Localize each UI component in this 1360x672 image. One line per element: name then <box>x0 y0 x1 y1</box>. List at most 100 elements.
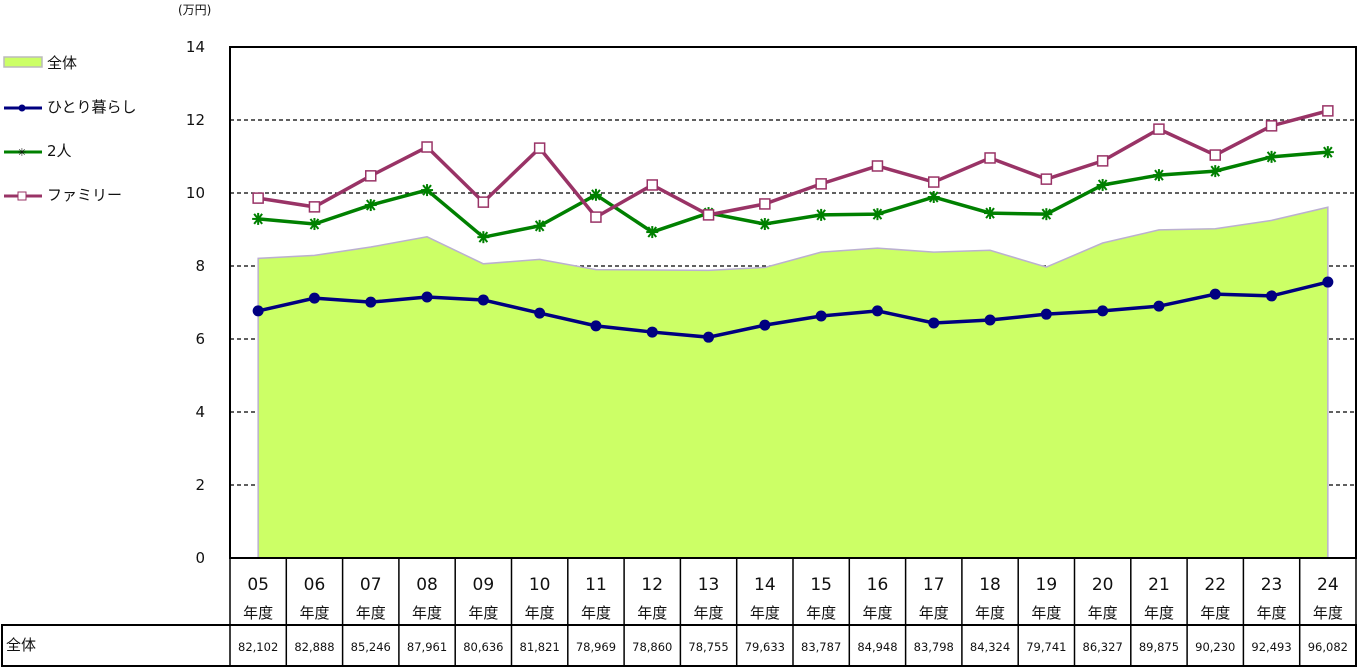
legend-swatch <box>3 56 43 68</box>
data-point <box>590 211 602 223</box>
table-cell: 81,821 <box>520 640 560 654</box>
data-point <box>421 184 434 197</box>
data-point <box>589 188 602 201</box>
x-tick-label: 14 <box>754 575 776 595</box>
x-tick-label: 15 <box>810 575 832 595</box>
data-point <box>646 326 658 338</box>
x-tick-label: 07 <box>360 575 382 595</box>
table-cell: 92,493 <box>1251 640 1291 654</box>
x-tick-suffix: 年度 <box>919 604 949 622</box>
data-point <box>815 178 827 190</box>
legend-label: 全体 <box>47 54 77 72</box>
legend-label: ひとり暮らし <box>47 98 137 116</box>
data-point <box>871 208 884 221</box>
data-point <box>252 192 264 204</box>
x-tick-label: 13 <box>698 575 720 595</box>
data-point <box>1265 120 1278 132</box>
x-tick-suffix: 年度 <box>806 604 836 622</box>
data-point <box>477 196 490 208</box>
y-tick-label: 12 <box>186 111 205 129</box>
y-tick-label: 2 <box>195 476 205 494</box>
table-cell: 80,636 <box>463 640 503 654</box>
table-cell: 82,102 <box>238 640 278 654</box>
data-point <box>365 296 377 308</box>
table-cell: 90,230 <box>1195 640 1235 654</box>
x-tick-suffix: 年度 <box>243 604 273 622</box>
series-line <box>257 150 1328 240</box>
data-point <box>703 331 715 343</box>
data-point <box>308 292 320 304</box>
data-point <box>533 219 546 232</box>
data-point <box>365 170 377 182</box>
table-cell: 84,948 <box>857 640 897 654</box>
x-tick-label: 17 <box>923 575 945 595</box>
table-cell: 78,755 <box>688 640 728 654</box>
data-point <box>1040 308 1052 320</box>
table-cell: 79,741 <box>1026 640 1066 654</box>
data-point <box>1152 169 1165 182</box>
data-point <box>1209 288 1221 300</box>
table-row-label: 全体 <box>6 636 36 654</box>
data-point <box>364 199 377 212</box>
data-point <box>1322 276 1334 288</box>
x-tick-suffix: 年度 <box>1200 604 1230 622</box>
table-cell: 84,324 <box>970 640 1010 654</box>
table-cell: 83,798 <box>914 640 954 654</box>
x-tick-label: 10 <box>529 575 551 595</box>
area-overall <box>257 206 1329 559</box>
x-tick-label: 23 <box>1261 575 1283 595</box>
x-tick-suffix: 年度 <box>1257 604 1287 622</box>
data-table: 全体 05 年度 82,102 06 年度 82,888 07 年度 85,246 08 年度 87,9… <box>1 557 1357 667</box>
data-point <box>590 320 602 332</box>
data-point <box>421 291 433 303</box>
data-point <box>534 307 546 319</box>
data-point <box>984 152 996 164</box>
data-point <box>871 160 884 172</box>
data-point <box>815 208 828 221</box>
data-point <box>1153 300 1165 312</box>
data-point <box>702 209 715 221</box>
data-point <box>1322 105 1334 117</box>
x-tick-suffix: 年度 <box>1088 604 1118 622</box>
x-tick-label: 06 <box>304 575 326 595</box>
x-tick-label: 08 <box>416 575 438 595</box>
table-cell: 82,888 <box>294 640 334 654</box>
legend-label: ファミリー <box>47 186 122 204</box>
data-point <box>815 310 827 322</box>
data-point <box>759 198 771 210</box>
y-tick-label: 0 <box>195 549 205 567</box>
table-cell: 78,860 <box>632 640 672 654</box>
x-tick-label: 21 <box>1148 575 1170 595</box>
x-tick-suffix: 年度 <box>1144 604 1174 622</box>
x-tick-suffix: 年度 <box>750 604 780 622</box>
data-point <box>871 305 883 317</box>
data-point <box>984 314 996 326</box>
x-tick-label: 22 <box>1204 575 1226 595</box>
table-cell: 96,082 <box>1308 640 1348 654</box>
data-point <box>421 141 433 153</box>
x-tick-label: 24 <box>1317 575 1339 595</box>
data-point <box>928 176 940 188</box>
data-point <box>477 294 489 306</box>
data-point <box>646 226 659 239</box>
data-point <box>1040 173 1053 185</box>
x-tick-suffix: 年度 <box>1313 604 1343 622</box>
table-cell: 78,969 <box>576 640 616 654</box>
data-point <box>1209 165 1222 178</box>
data-point <box>646 179 658 191</box>
data-point <box>308 218 321 231</box>
table-cell: 85,246 <box>351 640 391 654</box>
x-tick-suffix: 年度 <box>356 604 386 622</box>
legend-label: 2人 <box>47 142 72 160</box>
data-point <box>252 212 265 225</box>
y-tick-label: 10 <box>186 184 205 202</box>
table-cell: 87,961 <box>407 640 447 654</box>
data-point <box>1097 305 1109 317</box>
data-point <box>759 319 771 331</box>
y-tick-label: 14 <box>186 38 205 56</box>
x-tick-suffix: 年度 <box>637 604 667 622</box>
x-tick-suffix: 年度 <box>525 604 555 622</box>
y-tick-label: 8 <box>195 257 205 275</box>
y-tick-label: 6 <box>195 330 205 348</box>
